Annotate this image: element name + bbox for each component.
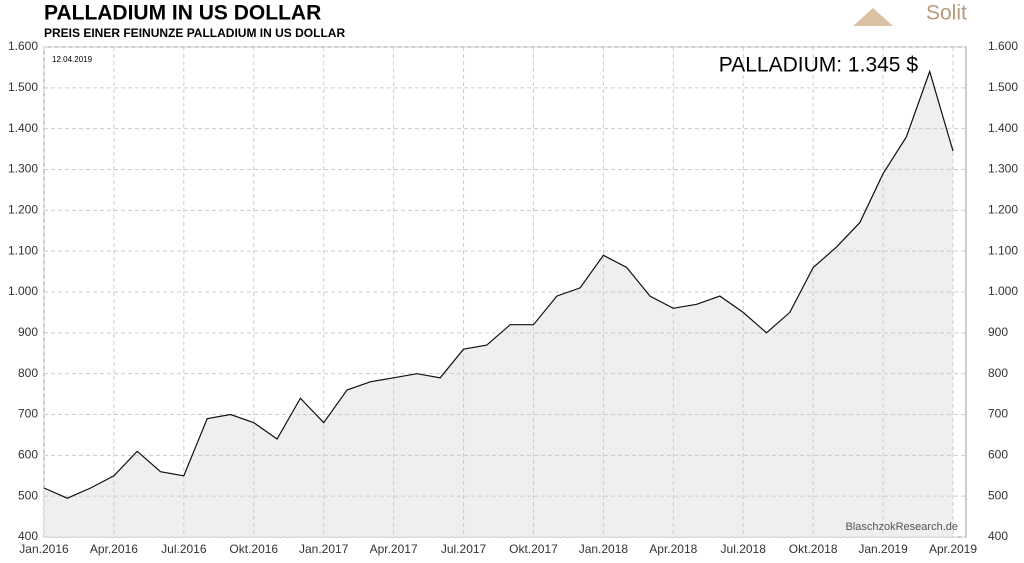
y2-tick-label: 1.200 bbox=[988, 203, 1018, 217]
x-tick-label: Apr.2019 bbox=[929, 542, 977, 556]
y-tick-label: 500 bbox=[18, 488, 38, 502]
y2-tick-label: 900 bbox=[988, 325, 1008, 339]
x-tick-label: Jul.2017 bbox=[441, 542, 487, 556]
logo: Solit bbox=[926, 2, 967, 25]
y2-tick-label: 1.400 bbox=[988, 121, 1018, 135]
line bbox=[43, 69, 954, 499]
y2-tick-label: 1.500 bbox=[988, 80, 1018, 94]
y2-tick-label: 500 bbox=[988, 488, 1008, 502]
y2-tick-label: 600 bbox=[988, 448, 1008, 462]
x-tick-label: Okt.2018 bbox=[789, 542, 838, 556]
y2-tick-label: 700 bbox=[988, 407, 1008, 421]
logo-icon bbox=[853, 8, 893, 26]
y-tick-label: 1.000 bbox=[8, 284, 38, 298]
x-tick-label: Jan.2017 bbox=[299, 542, 349, 556]
y-tick-label: 600 bbox=[18, 448, 38, 462]
x-tick-label: Okt.2017 bbox=[509, 542, 558, 556]
y-tick-label: 1.600 bbox=[8, 39, 38, 53]
y-tick-label: 1.100 bbox=[8, 243, 38, 257]
y-tick-label: 1.400 bbox=[8, 121, 38, 135]
y-tick-label: 1.500 bbox=[8, 80, 38, 94]
x-tick-label: Jul.2016 bbox=[161, 542, 207, 556]
area bbox=[44, 71, 953, 537]
y2-tick-label: 400 bbox=[988, 529, 1008, 543]
y-tick-label: 1.300 bbox=[8, 162, 38, 176]
chart-subtitle: PREIS EINER FEINUNZE PALLADIUM IN US DOL… bbox=[44, 26, 345, 40]
y-tick-label: 700 bbox=[18, 407, 38, 421]
y2-tick-label: 1.000 bbox=[988, 284, 1018, 298]
y2-tick-label: 800 bbox=[988, 366, 1008, 380]
y-tick-label: 400 bbox=[18, 529, 38, 543]
x-tick-label: Apr.2016 bbox=[90, 542, 138, 556]
x-tick-label: Okt.2016 bbox=[229, 542, 278, 556]
date-note: 12.04.2019 bbox=[52, 55, 93, 64]
x-tick-label: Apr.2018 bbox=[649, 542, 697, 556]
x-tick-label: Jul.2018 bbox=[721, 542, 767, 556]
source: BlaschzokResearch.de bbox=[845, 521, 958, 533]
y2-tick-label: 1.100 bbox=[988, 243, 1018, 257]
y2-tick-label: 1.600 bbox=[988, 39, 1018, 53]
annotation: PALLADIUM: 1.345 $ bbox=[719, 54, 919, 77]
chart-title: PALLADIUM IN US DOLLAR bbox=[44, 2, 321, 25]
x-tick-label: Apr.2017 bbox=[370, 542, 418, 556]
x-tick-label: Jan.2018 bbox=[579, 542, 629, 556]
x-tick-label: Jan.2019 bbox=[858, 542, 908, 556]
y-tick-label: 900 bbox=[18, 325, 38, 339]
y2-tick-label: 1.300 bbox=[988, 162, 1018, 176]
y-tick-label: 1.200 bbox=[8, 203, 38, 217]
y-tick-label: 800 bbox=[18, 366, 38, 380]
x-tick-label: Jan.2016 bbox=[19, 542, 69, 556]
